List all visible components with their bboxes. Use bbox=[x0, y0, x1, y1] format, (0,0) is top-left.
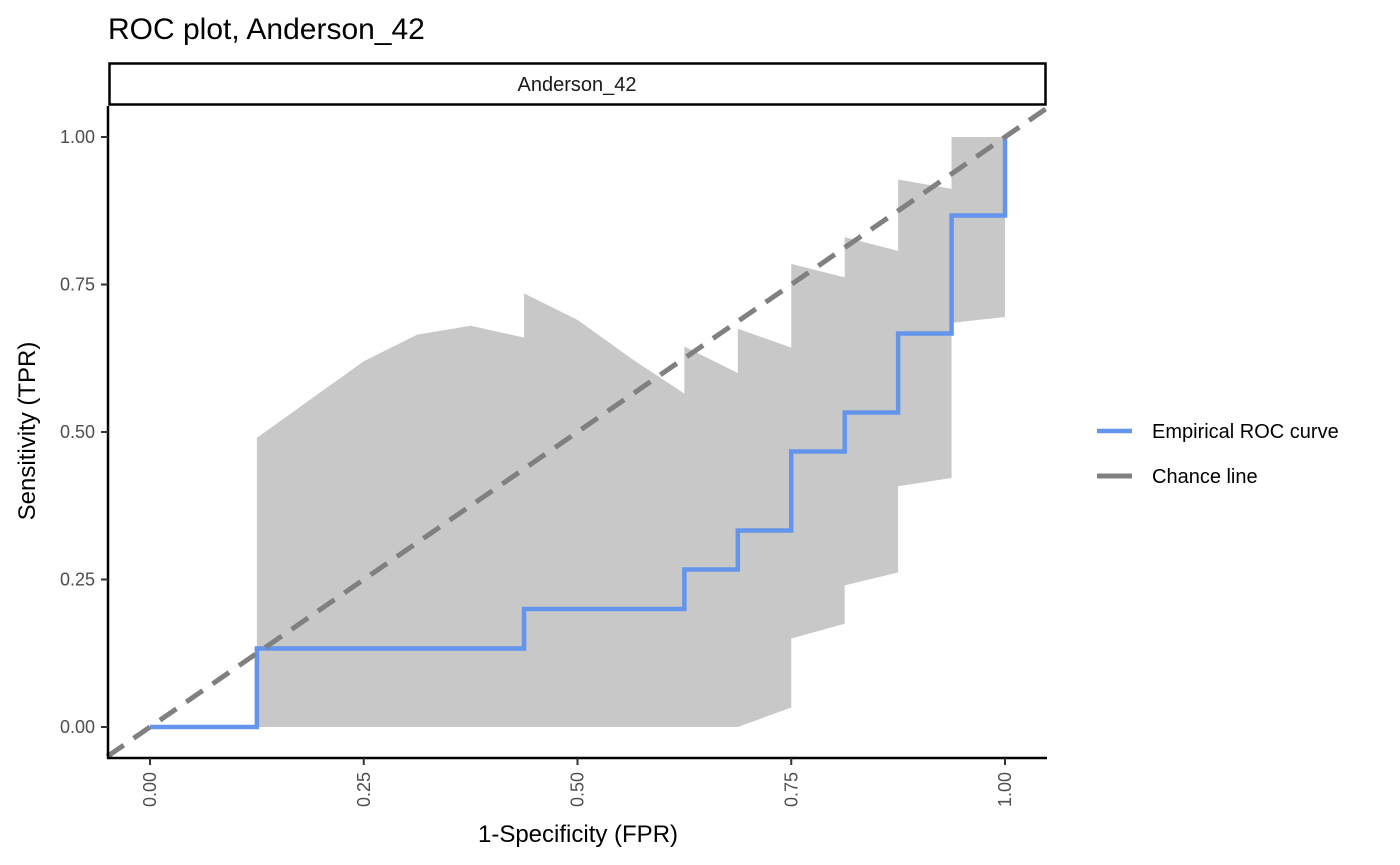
y-tick-label: 0.25 bbox=[60, 570, 95, 590]
chart-title: ROC plot, Anderson_42 bbox=[108, 13, 425, 46]
facet-strip-label: Anderson_42 bbox=[518, 74, 637, 96]
y-axis-title: Sensitivity (TPR) bbox=[14, 342, 41, 521]
x-tick-label: 0.50 bbox=[568, 772, 588, 807]
y-tick-label: 0.00 bbox=[60, 717, 95, 737]
plot-area bbox=[107, 108, 1048, 757]
x-axis-title: 1-Specificity (FPR) bbox=[478, 821, 678, 848]
y-tick-label: 0.75 bbox=[60, 275, 95, 295]
confidence-band bbox=[257, 137, 1005, 727]
y-tick-label: 1.00 bbox=[60, 127, 95, 147]
legend: Empirical ROC curve Chance line bbox=[1097, 421, 1339, 488]
legend-label-chance-line: Chance line bbox=[1152, 466, 1258, 488]
legend-label-roc-curve: Empirical ROC curve bbox=[1152, 421, 1339, 443]
x-tick-label: 0.00 bbox=[140, 772, 160, 807]
y-tick-label: 0.50 bbox=[60, 422, 95, 442]
x-tick-label: 0.25 bbox=[354, 772, 374, 807]
x-tick-label: 1.00 bbox=[995, 772, 1015, 807]
x-tick-label: 0.75 bbox=[781, 772, 801, 807]
